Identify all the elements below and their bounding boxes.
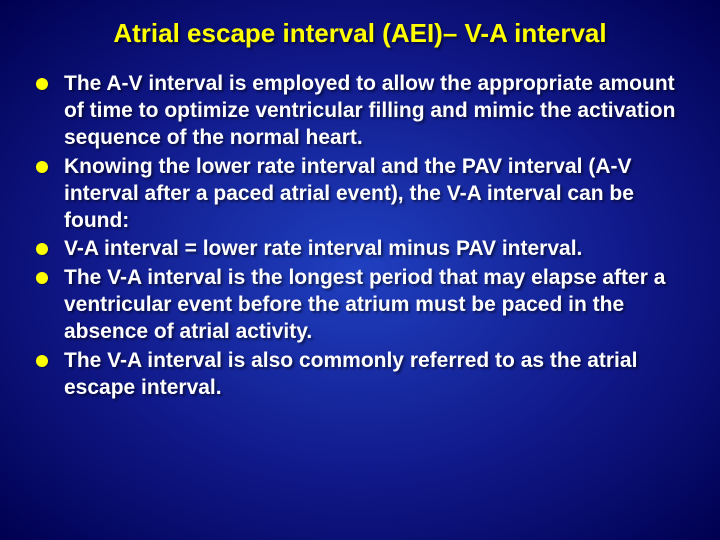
list-item: V-A interval = lower rate interval minus… [36,236,692,263]
slide-title: Atrial escape interval (AEI)– V-A interv… [28,18,692,71]
bullet-text: The V-A interval is the longest period t… [64,265,692,346]
bullet-text: V-A interval = lower rate interval minus… [64,236,582,263]
bullet-icon [36,355,48,367]
list-item: The V-A interval is the longest period t… [36,265,692,346]
bullet-icon [36,78,48,90]
bullet-icon [36,161,48,173]
list-item: The A-V interval is employed to allow th… [36,71,692,152]
bullet-text: The V-A interval is also commonly referr… [64,348,692,402]
bullet-text: Knowing the lower rate interval and the … [64,154,692,235]
bullet-icon [36,243,48,255]
list-item: The V-A interval is also commonly referr… [36,348,692,402]
list-item: Knowing the lower rate interval and the … [36,154,692,235]
slide: Atrial escape interval (AEI)– V-A interv… [0,0,720,540]
bullet-text: The A-V interval is employed to allow th… [64,71,692,152]
bullet-icon [36,272,48,284]
bullet-list: The A-V interval is employed to allow th… [28,71,692,402]
